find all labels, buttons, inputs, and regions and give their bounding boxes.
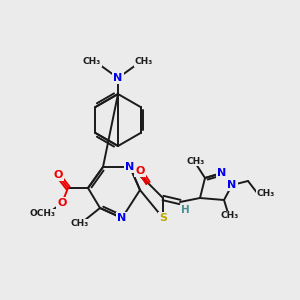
Text: CH₃: CH₃: [71, 220, 89, 229]
Text: CH₃: CH₃: [257, 190, 275, 199]
Text: CH₃: CH₃: [187, 157, 205, 166]
Text: S: S: [159, 213, 167, 223]
Text: N: N: [113, 73, 123, 83]
Text: N: N: [117, 213, 127, 223]
Text: CH₃: CH₃: [135, 58, 153, 67]
Text: N: N: [125, 162, 135, 172]
Text: OCH₃: OCH₃: [29, 209, 55, 218]
Text: O: O: [135, 166, 145, 176]
Text: H: H: [181, 205, 189, 215]
Text: N: N: [218, 168, 226, 178]
Text: N: N: [227, 180, 237, 190]
Text: CH₃: CH₃: [221, 212, 239, 220]
Text: O: O: [57, 198, 67, 208]
Text: O: O: [53, 170, 63, 180]
Text: CH₃: CH₃: [83, 58, 101, 67]
